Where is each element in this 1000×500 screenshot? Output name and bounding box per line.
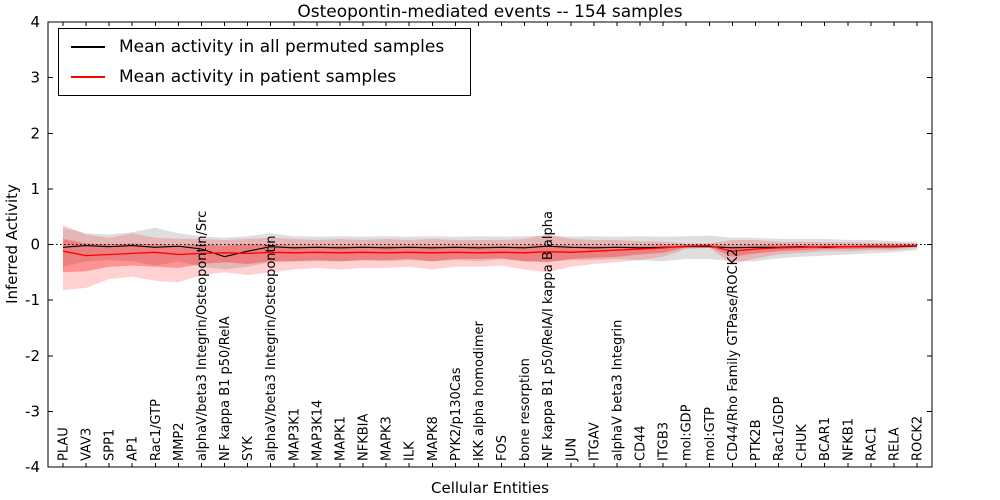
x-tick-label: JUN (564, 438, 579, 462)
x-tick-label: RELA (887, 427, 902, 461)
y-tick-label: 2 (30, 124, 40, 142)
y-tick-label: -3 (25, 402, 40, 420)
y-tick-label: -4 (25, 458, 40, 476)
x-tick-label: MAPK1 (333, 416, 348, 461)
x-tick-label: MAPK3 (380, 416, 395, 461)
x-tick-label: BCAR1 (818, 417, 833, 461)
legend-entry-permuted: Mean activity in all permuted samples (71, 37, 444, 57)
series-line-patient (62, 244, 918, 257)
x-tick-label: VAV3 (80, 428, 95, 461)
x-tick-label: CD44/Rho Family GTPase/ROCK2 (726, 249, 741, 461)
y-tick-label: 0 (30, 236, 40, 254)
x-tick-label: NFKB1 (841, 418, 856, 461)
y-tick-label: 1 (30, 180, 40, 198)
y-tick-label: -1 (25, 291, 40, 309)
x-tick-label: NF kappa B1 p50/RelA/I kappa B alpha (541, 211, 556, 461)
x-tick-label: bone resorption (518, 358, 533, 461)
chart-title: Osteopontin-mediated events -- 154 sampl… (297, 2, 683, 22)
band-patient-range-outer (63, 225, 917, 291)
band-permuted-range (63, 227, 917, 270)
legend-line-sample-patient-icon (71, 76, 105, 78)
x-tick-label: MAP3K1 (287, 408, 302, 461)
x-tick-label: RAC1 (864, 426, 879, 461)
x-tick-label: alphaV/beta3 Integrin/Osteopontin (264, 236, 279, 461)
x-tick-label: MAP3K14 (310, 400, 325, 461)
x-tick-label: mol:GTP (703, 407, 718, 461)
x-tick-label: NF kappa B1 p50/RelA (218, 316, 233, 461)
legend-entry-patient: Mean activity in patient samples (71, 67, 444, 87)
x-tick-label: FOS (495, 435, 510, 461)
legend-label-patient: Mean activity in patient samples (119, 67, 397, 87)
x-tick-label: ITGB3 (657, 422, 672, 461)
x-tick-label: SPP1 (103, 429, 118, 461)
x-tick-label: PTK2B (749, 420, 764, 462)
x-tick-label: MMP2 (172, 422, 187, 461)
x-tick-label: ROCK2 (911, 416, 926, 461)
x-tick-label: PLAU (57, 427, 72, 461)
x-tick-label: AP1 (126, 436, 141, 461)
y-tick-label: 3 (30, 69, 40, 87)
x-tick-label: alphaV/beta3 Integrin/Osteopontin/Src (195, 211, 210, 461)
legend-label-permuted: Mean activity in all permuted samples (119, 37, 445, 57)
x-tick-label: ITGAV (587, 422, 602, 461)
x-tick-label: CD44 (634, 425, 649, 461)
legend-line-sample-permuted-icon (71, 46, 105, 48)
x-tick-label: NFKBIA (357, 414, 372, 461)
y-tick-label: 4 (30, 13, 40, 31)
x-tick-label: alphaV beta3 Integrin (610, 320, 625, 461)
x-tick-label: PYK2/p130Cas (449, 367, 464, 461)
x-tick-label: Rac1/GTP (149, 399, 164, 461)
x-tick-label: IKK alpha homodimer (472, 320, 487, 461)
x-tick-label: CHUK (795, 424, 810, 461)
x-tick-label: MAPK8 (426, 416, 441, 461)
x-tick-label: mol:GDP (680, 404, 695, 461)
x-axis-label: Cellular Entities (431, 479, 549, 497)
y-axis-label: Inferred Activity (3, 184, 21, 304)
legend: Mean activity in all permuted samples Me… (58, 28, 472, 96)
x-tick-label: ILK (403, 441, 418, 461)
y-tick-label: -2 (25, 347, 40, 365)
x-tick-label: SYK (241, 436, 256, 461)
series-line-permuted (62, 245, 918, 258)
x-tick-label: Rac1/GDP (772, 396, 787, 461)
